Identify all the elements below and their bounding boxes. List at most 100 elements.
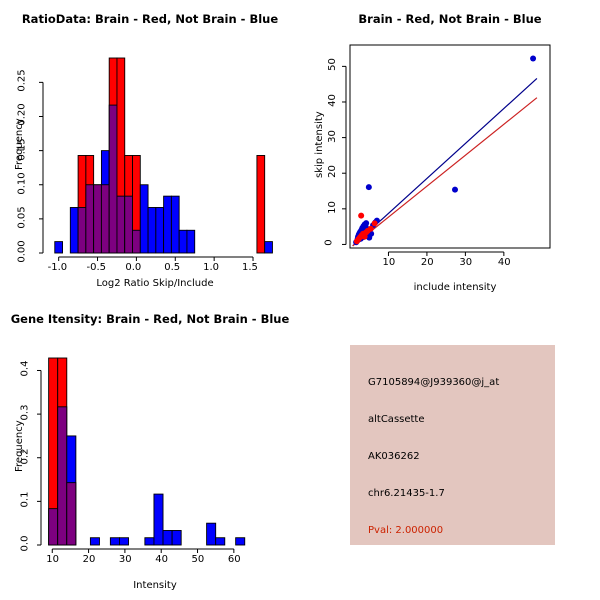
y-tick-label: 0.05 bbox=[16, 206, 28, 229]
y-tick-label: 0.0 bbox=[19, 535, 31, 552]
intensity-scatter-fit-lines bbox=[352, 78, 538, 247]
y-tick-label: 0.25 bbox=[16, 69, 28, 92]
x-tick-label: 1.5 bbox=[242, 262, 258, 273]
y-tick-label: 0.15 bbox=[16, 137, 28, 161]
histogram-bar bbox=[206, 522, 217, 546]
histogram-bar-overlap bbox=[100, 184, 110, 254]
y-tick-label: 0.00 bbox=[16, 240, 28, 263]
scatter-point bbox=[365, 184, 372, 191]
ratio-histogram-plot-area bbox=[39, 57, 273, 261]
histogram-bar bbox=[54, 241, 63, 254]
histogram-bar-overlap bbox=[48, 508, 59, 546]
gene-intensity-xlabel: Intensity bbox=[133, 580, 177, 591]
intensity-scatter-plot-area bbox=[342, 44, 551, 256]
y-tick-label: 20 bbox=[326, 165, 338, 179]
intensity-scatter-frame bbox=[349, 44, 551, 249]
ratio-histogram-bars bbox=[54, 57, 273, 254]
x-tick-label: 40 bbox=[155, 554, 168, 565]
histogram-bar bbox=[69, 207, 79, 254]
x-tick-label: 30 bbox=[118, 554, 132, 565]
histogram-bar bbox=[139, 184, 149, 254]
histogram-bar bbox=[109, 537, 120, 546]
info-text-line: altCassette bbox=[368, 414, 425, 425]
x-tick-label: 0.5 bbox=[164, 262, 181, 273]
histogram-bar bbox=[153, 493, 164, 546]
scatter-point bbox=[371, 220, 378, 227]
ratio-histogram-axes bbox=[39, 81, 254, 261]
histogram-bar bbox=[155, 207, 165, 254]
x-tick-label: 0.0 bbox=[125, 262, 142, 273]
histogram-bar bbox=[171, 530, 182, 546]
regression-line bbox=[352, 97, 538, 247]
histogram-bar bbox=[162, 530, 173, 546]
y-tick-label: 0.1 bbox=[19, 491, 31, 508]
gene-intensity-panel: Gene Itensity: Brain - Red, Not Brain - … bbox=[0, 300, 300, 600]
y-tick-label: 0 bbox=[323, 239, 335, 247]
histogram-bar-overlap bbox=[132, 229, 141, 254]
x-tick-label: 10 bbox=[382, 257, 396, 268]
y-tick-label: 40 bbox=[326, 94, 338, 107]
plot-frame bbox=[349, 44, 551, 249]
histogram-bar bbox=[163, 195, 172, 254]
y-tick-label: 30 bbox=[326, 129, 338, 143]
scatter-point bbox=[452, 186, 458, 193]
histogram-bar bbox=[89, 537, 100, 546]
histogram-bar-overlap bbox=[124, 195, 133, 254]
gene-intensity-bars bbox=[48, 357, 246, 546]
pval-text: Pval: 2.000000 bbox=[368, 525, 444, 536]
ratio-histogram-panel: RatioData: Brain - Red, Not Brain - Blue… bbox=[0, 0, 300, 300]
y-tick-label: 0.10 bbox=[16, 172, 28, 195]
ratio-histogram-title: RatioData: Brain - Red, Not Brain - Blue bbox=[21, 12, 279, 26]
x-tick-label: -1.0 bbox=[47, 262, 68, 273]
intensity-scatter-panel: Brain - Red, Not Brain - Blue skip inten… bbox=[300, 0, 600, 300]
intensity-scatter-title: Brain - Red, Not Brain - Blue bbox=[358, 12, 542, 26]
histogram-bar bbox=[147, 207, 157, 254]
scatter-point bbox=[367, 225, 374, 232]
gene-info-panel: G7105894@J939360@j_at altCassette AK036262… bbox=[350, 345, 555, 545]
gene-intensity-axes bbox=[37, 369, 235, 553]
y-tick-label: 0.3 bbox=[19, 404, 31, 421]
info-text-line: AK036262 bbox=[368, 451, 420, 462]
gene-intensity-title: Gene Itensity: Brain - Red, Not Brain - … bbox=[10, 312, 290, 326]
x-tick-label: 50 bbox=[191, 554, 205, 565]
histogram-bar-overlap bbox=[116, 195, 126, 254]
intensity-scatter-axes bbox=[342, 65, 505, 256]
y-tick-label: 50 bbox=[326, 58, 338, 72]
y-tick-label: 0.20 bbox=[16, 103, 28, 127]
x-tick-label: 20 bbox=[82, 554, 96, 565]
histogram-bar bbox=[215, 537, 226, 546]
histogram-bar-overlap bbox=[57, 406, 68, 546]
scatter-point bbox=[358, 212, 365, 219]
histogram-bar bbox=[144, 537, 155, 546]
ratio-histogram-xlabel: Log2 Ratio Skip/Include bbox=[96, 278, 214, 289]
gene-intensity-plot-area bbox=[37, 357, 246, 553]
y-tick-label: 0.4 bbox=[19, 361, 31, 377]
histogram-bar-overlap bbox=[108, 104, 118, 254]
histogram-bar bbox=[264, 241, 273, 254]
x-tick-label: 40 bbox=[497, 257, 511, 268]
histogram-bar bbox=[186, 229, 196, 254]
histogram-bar-overlap bbox=[93, 184, 102, 254]
info-text-line: chr6.21435-1.7 bbox=[368, 488, 445, 499]
histogram-bar bbox=[235, 537, 246, 546]
scatter-point bbox=[530, 55, 537, 62]
histogram-bar-overlap bbox=[77, 207, 87, 254]
histogram-bar bbox=[170, 195, 180, 254]
x-tick-label: 30 bbox=[459, 257, 473, 268]
x-tick-label: -0.5 bbox=[86, 262, 107, 273]
x-tick-label: 1.0 bbox=[203, 262, 220, 273]
y-tick-label: 10 bbox=[326, 200, 338, 214]
x-tick-label: 20 bbox=[420, 257, 434, 268]
scatter-point bbox=[363, 220, 370, 227]
info-text-line: G7105894@J939360@j_at bbox=[368, 377, 500, 388]
histogram-bar bbox=[256, 155, 266, 254]
histogram-bar-overlap bbox=[85, 184, 95, 254]
y-tick-label: 0.2 bbox=[19, 448, 31, 465]
histogram-bar bbox=[118, 537, 129, 546]
histogram-bar bbox=[178, 229, 188, 254]
intensity-scatter-points bbox=[353, 55, 537, 246]
regression-line bbox=[352, 78, 538, 247]
x-tick-label: 60 bbox=[227, 554, 241, 565]
x-tick-label: 10 bbox=[46, 554, 59, 565]
